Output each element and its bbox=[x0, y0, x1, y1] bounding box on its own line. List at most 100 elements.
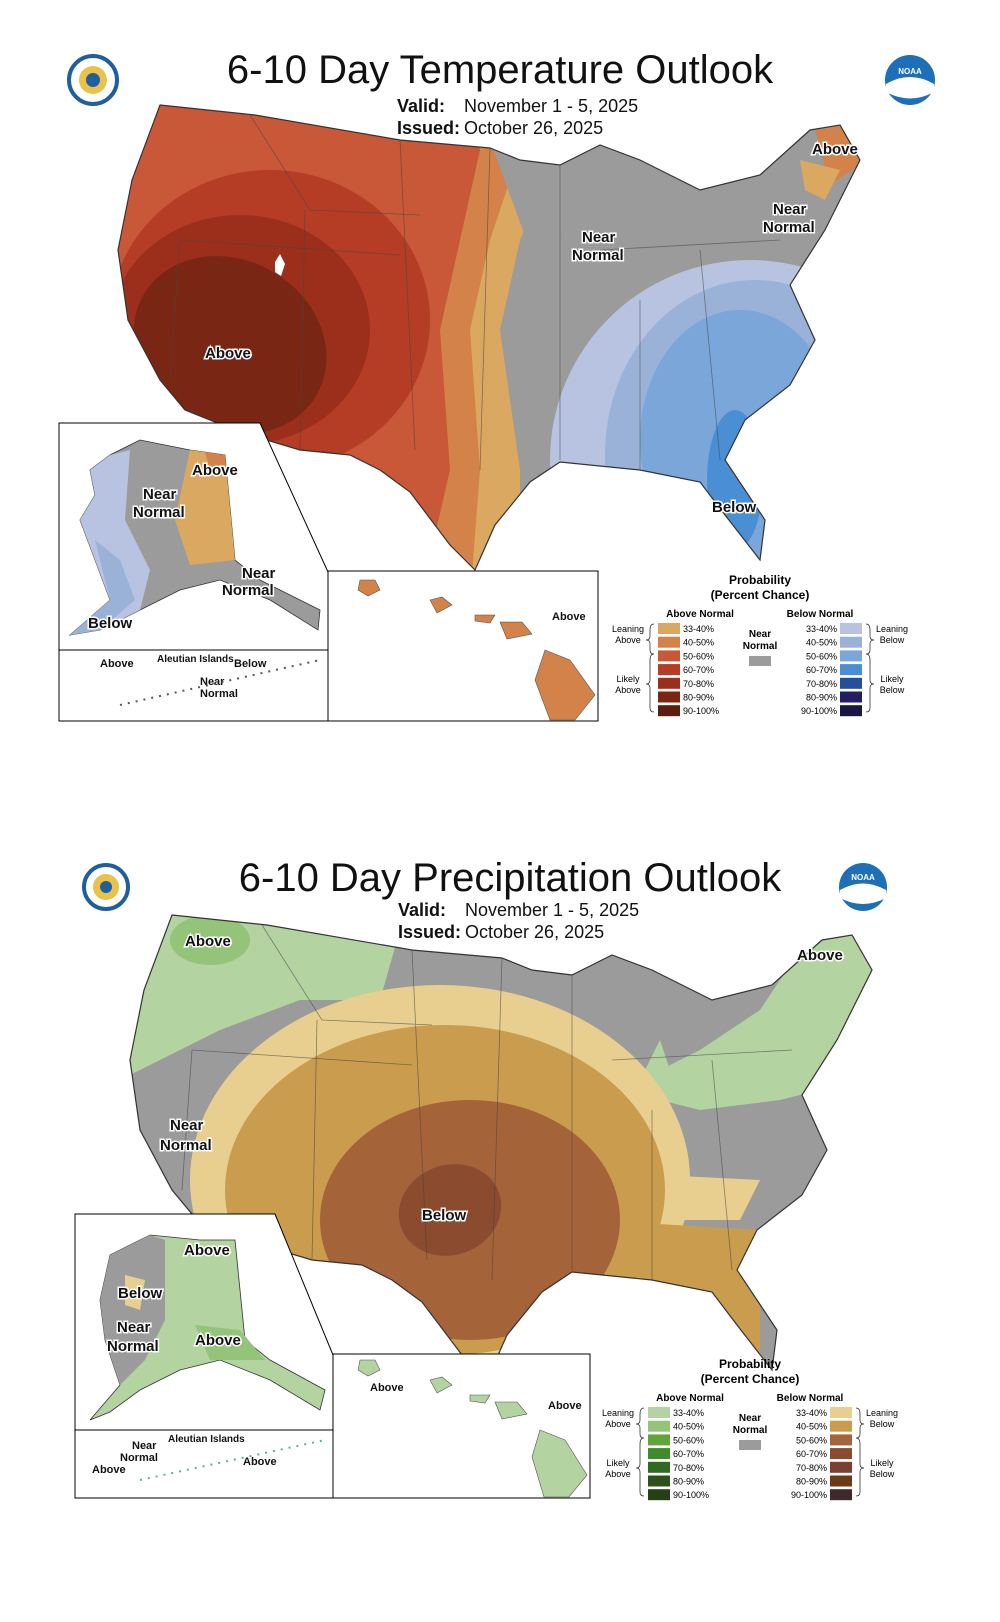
svg-text:Normal: Normal bbox=[160, 1137, 212, 1154]
near-normal-swatch bbox=[749, 656, 771, 666]
great-salt-lake bbox=[275, 254, 285, 276]
temperature-legend: Probability (Percent Chance) Above Normal B… bbox=[610, 572, 930, 722]
temperature-title: 6-10 Day Temperature Outlook bbox=[226, 48, 774, 92]
above-range-label: 33-40% bbox=[673, 1408, 704, 1418]
svg-text:Above: Above bbox=[100, 658, 134, 670]
state-borders bbox=[169, 114, 781, 471]
below-swatch bbox=[830, 1434, 852, 1446]
svg-text:NOAA: NOAA bbox=[851, 873, 875, 882]
svg-text:Normal: Normal bbox=[222, 582, 274, 599]
above-range-label: 60-70% bbox=[683, 665, 714, 675]
above-swatch bbox=[648, 1448, 670, 1460]
legend-subtitle: (Percent Chance) bbox=[701, 1372, 800, 1386]
svg-text:Near: Near bbox=[242, 565, 276, 582]
near-normal-swatch bbox=[739, 1440, 761, 1450]
above-swatch bbox=[648, 1434, 670, 1446]
below-swatch bbox=[830, 1448, 852, 1460]
svg-text:Below: Below bbox=[880, 635, 905, 645]
alaska-inset: Above Below Near Normal Above Aleutian I… bbox=[74, 1213, 334, 1499]
leaning-below-label: Leaning bbox=[866, 1408, 898, 1418]
svg-text:Near: Near bbox=[200, 676, 225, 688]
svg-text:Above: Above bbox=[548, 1400, 582, 1412]
above-range-label: 33-40% bbox=[683, 624, 714, 634]
svg-text:Near: Near bbox=[117, 1319, 151, 1336]
below-swatch bbox=[830, 1420, 852, 1432]
noaa-logo-icon: NOAA bbox=[839, 863, 887, 911]
above-swatch bbox=[648, 1489, 670, 1501]
precipitation-issued: Issued: October 26, 2025 bbox=[398, 922, 605, 942]
above-range-label: 70-80% bbox=[673, 1463, 704, 1473]
below-range-label: 80-90% bbox=[796, 1477, 827, 1487]
below-swatch bbox=[840, 636, 862, 648]
precipitation-title: 6-10 Day Precipitation Outlook bbox=[238, 856, 782, 900]
below-range-label: 50-60% bbox=[806, 651, 837, 661]
below-range-label: 70-80% bbox=[806, 679, 837, 689]
svg-text:Near: Near bbox=[143, 486, 177, 503]
svg-text:Below: Below bbox=[422, 1207, 467, 1224]
above-range-label: 40-50% bbox=[683, 638, 714, 648]
legend-svg: Probability(Percent Chance) Above Normal B… bbox=[602, 1357, 898, 1501]
svg-text:Above: Above bbox=[797, 947, 843, 964]
below-range-label: 80-90% bbox=[806, 693, 837, 703]
svg-text:Near: Near bbox=[132, 1440, 157, 1452]
above-swatch bbox=[648, 1461, 670, 1473]
legend-subtitle: (Percent Chance) bbox=[711, 588, 810, 602]
legend-title: Probability bbox=[729, 573, 791, 587]
below-swatch bbox=[840, 691, 862, 703]
svg-text:Below: Below bbox=[234, 658, 267, 670]
svg-text:Above: Above bbox=[205, 345, 251, 362]
below-range-label: 90-100% bbox=[801, 706, 837, 716]
below-range-label: 70-80% bbox=[796, 1463, 827, 1473]
svg-text:NOAA: NOAA bbox=[898, 67, 922, 76]
precipitation-valid: Valid: November 1 - 5, 2025 bbox=[398, 900, 640, 920]
above-normal-header: Above Normal bbox=[656, 1393, 724, 1404]
above-range-label: 40-50% bbox=[673, 1422, 704, 1432]
above-range-label: 90-100% bbox=[673, 1490, 709, 1500]
above-swatch bbox=[658, 664, 680, 676]
above-swatch bbox=[648, 1407, 670, 1418]
above-swatch bbox=[658, 691, 680, 703]
leaning-above-label: Leaning bbox=[602, 1408, 634, 1418]
above-swatch bbox=[658, 650, 680, 662]
above-range-label: 50-60% bbox=[673, 1435, 704, 1445]
below-range-label: 33-40% bbox=[806, 624, 837, 634]
svg-text:Below: Below bbox=[88, 615, 133, 632]
hawaii-inset: Above bbox=[327, 570, 599, 722]
above-swatch bbox=[658, 677, 680, 689]
below-swatch bbox=[830, 1461, 852, 1473]
svg-text:Normal: Normal bbox=[120, 1452, 158, 1464]
svg-text:Above: Above bbox=[195, 1332, 241, 1349]
below-normal-header: Below Normal bbox=[777, 1393, 844, 1404]
above-swatch bbox=[648, 1475, 670, 1487]
below-range-label: 50-60% bbox=[796, 1435, 827, 1445]
svg-text:Normal: Normal bbox=[572, 247, 624, 264]
below-swatch bbox=[830, 1489, 852, 1501]
below-swatch bbox=[830, 1475, 852, 1487]
likely-above-label: Likely bbox=[606, 1458, 630, 1468]
likely-above-label: Likely bbox=[616, 674, 640, 684]
svg-text:Below: Below bbox=[870, 1419, 895, 1429]
below-range-label: 40-50% bbox=[796, 1422, 827, 1432]
svg-text:Above: Above bbox=[184, 1242, 230, 1259]
below-swatch bbox=[830, 1407, 852, 1418]
svg-text:Normal: Normal bbox=[200, 688, 238, 700]
svg-text:Near: Near bbox=[773, 201, 807, 218]
commerce-seal-icon bbox=[82, 863, 130, 911]
below-swatch bbox=[840, 664, 862, 676]
svg-text:Normal: Normal bbox=[743, 641, 778, 652]
above-range-label: 80-90% bbox=[673, 1477, 704, 1487]
noaa-logo-icon: NOAA bbox=[885, 55, 935, 105]
svg-text:Above: Above bbox=[615, 685, 641, 695]
svg-text:Above: Above bbox=[92, 1464, 126, 1476]
svg-text:Above: Above bbox=[370, 1382, 404, 1394]
svg-text:Above: Above bbox=[243, 1456, 277, 1468]
hawaii-inset: Above Above bbox=[332, 1353, 591, 1499]
svg-text:Normal: Normal bbox=[133, 504, 185, 521]
above-swatch bbox=[658, 623, 680, 634]
below-range-label: 60-70% bbox=[806, 665, 837, 675]
legend-svg: Probability(Percent Chance) Above Normal B… bbox=[612, 573, 908, 717]
leaning-above-label: Leaning bbox=[612, 624, 644, 634]
below-swatch bbox=[840, 705, 862, 717]
near-normal-label: Near bbox=[739, 1413, 761, 1424]
